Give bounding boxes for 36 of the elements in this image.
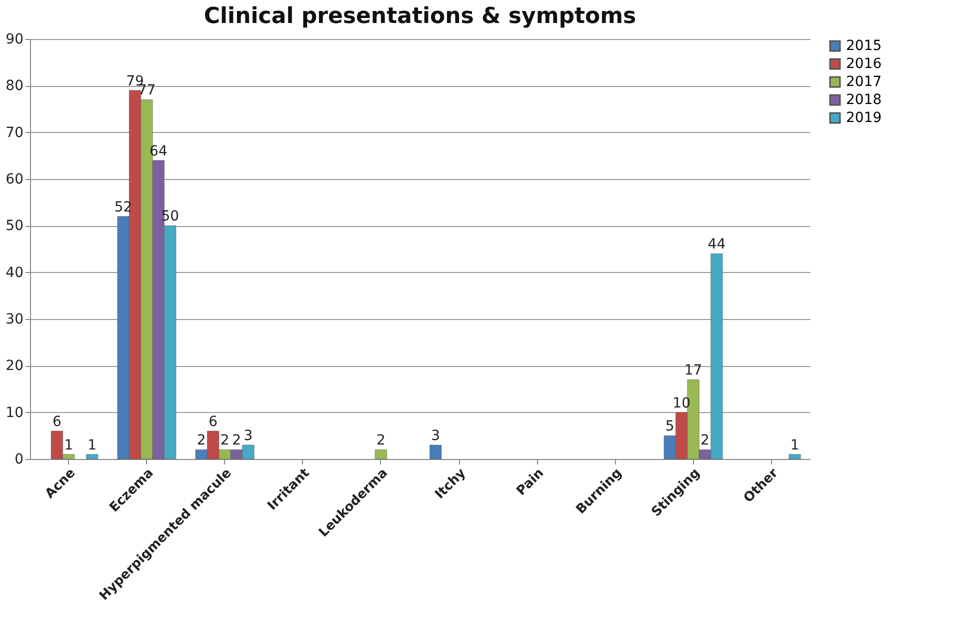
data-label: 3 (244, 428, 253, 444)
data-label: 2 (376, 432, 386, 449)
legend-label: 2017 (846, 74, 882, 90)
y-tick-label: 0 (14, 452, 24, 468)
data-label: 2 (220, 432, 230, 449)
y-tick-label: 10 (6, 404, 24, 421)
legend-label: 2019 (846, 110, 882, 126)
data-label: 79 (126, 73, 144, 90)
y-tick-label: 80 (6, 78, 24, 94)
data-label: 17 (684, 362, 702, 379)
y-tick-label: 60 (6, 172, 24, 188)
data-label: 5 (665, 418, 674, 435)
bar (86, 454, 98, 460)
data-label: 1 (88, 437, 97, 454)
data-label: 2 (232, 432, 241, 449)
data-label: 3 (431, 428, 440, 444)
y-tick-label: 40 (6, 264, 24, 281)
y-tick-label: 50 (6, 218, 24, 234)
data-label: 1 (790, 437, 800, 454)
data-label: 6 (52, 414, 62, 430)
y-tick-label: 70 (6, 124, 24, 141)
data-label: 44 (708, 236, 726, 253)
bar (788, 454, 801, 460)
data-label: 2 (196, 432, 206, 449)
bar (374, 450, 387, 460)
data-label: 1 (64, 437, 74, 454)
y-tick-label: 20 (6, 358, 24, 374)
legend-label: 2016 (846, 56, 882, 72)
y-tick-label: 90 (6, 32, 24, 48)
data-label: 2 (700, 432, 710, 449)
bar (430, 444, 442, 460)
data-label: 6 (208, 414, 218, 430)
y-tick-label: 30 (6, 312, 24, 328)
legend-label: 2015 (846, 38, 882, 54)
legend-label: 2018 (846, 92, 882, 108)
chart-title: Clinical presentations & symptoms (204, 4, 636, 29)
